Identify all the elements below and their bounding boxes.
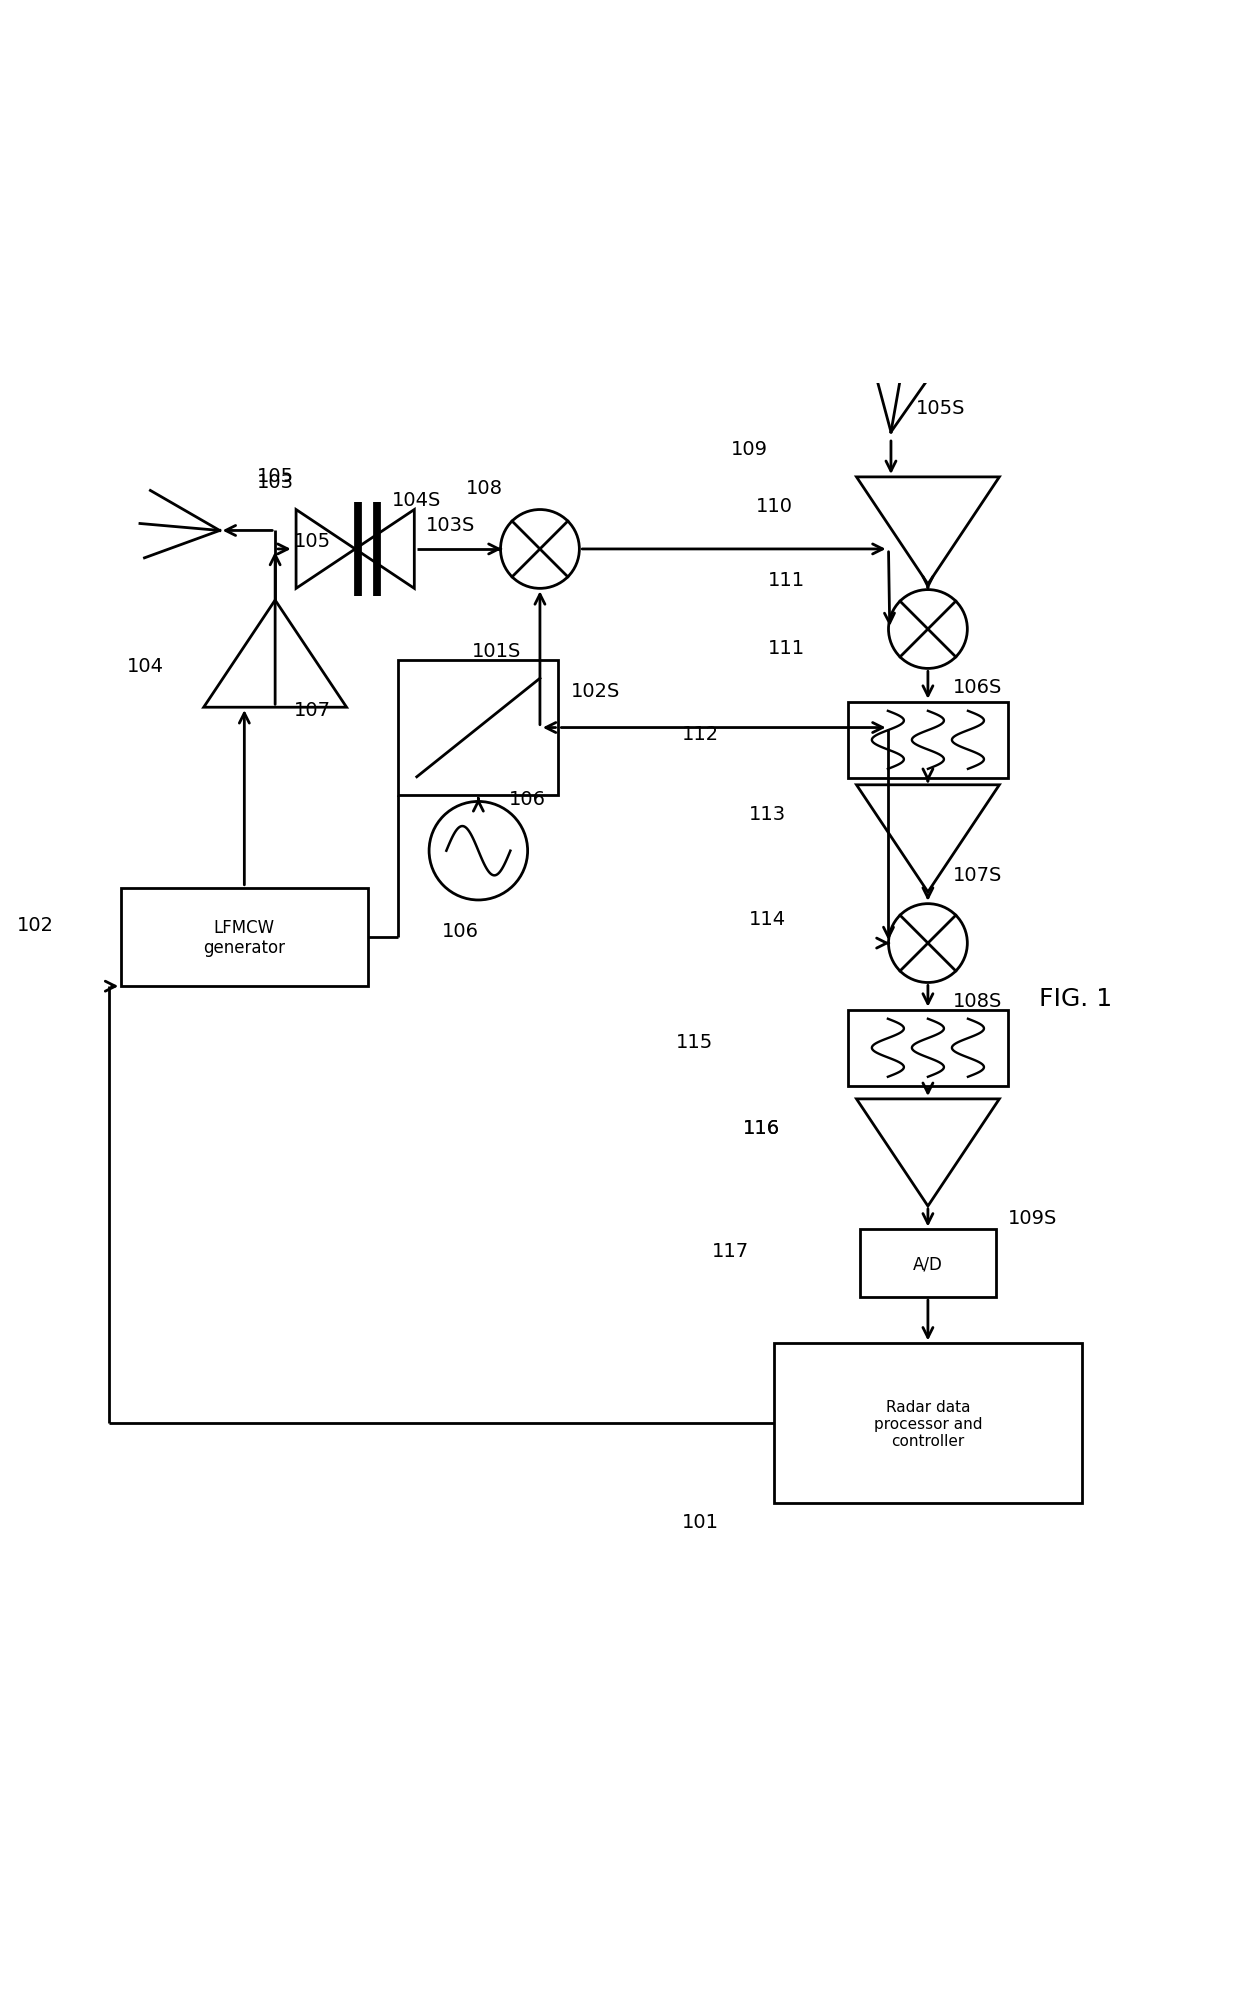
Text: 104S: 104S: [392, 492, 441, 509]
Bar: [848, 1011, 1008, 1087]
Text: Radar data
processor and
controller: Radar data processor and controller: [874, 1399, 982, 1449]
Text: 111: 111: [768, 571, 805, 589]
Text: 112: 112: [682, 725, 719, 743]
Text: 114: 114: [749, 909, 786, 929]
Text: 108S: 108S: [952, 991, 1002, 1011]
Text: 105: 105: [294, 531, 331, 551]
Text: 106S: 106S: [952, 677, 1002, 697]
Bar: [848, 703, 1008, 779]
Text: 101: 101: [682, 1512, 719, 1532]
Text: FIG. 1: FIG. 1: [1039, 987, 1112, 1011]
Text: 106: 106: [441, 921, 479, 941]
Text: 110: 110: [755, 498, 792, 515]
Text: 104: 104: [128, 657, 165, 675]
Bar: [774, 1345, 1081, 1504]
Text: 102S: 102S: [570, 681, 620, 701]
Text: 117: 117: [712, 1243, 749, 1261]
Text: 105S: 105S: [915, 398, 965, 418]
Text: 107S: 107S: [952, 865, 1002, 885]
Text: 116: 116: [743, 1119, 780, 1137]
Text: 108: 108: [466, 480, 503, 498]
Text: 115: 115: [676, 1033, 713, 1051]
Text: 109: 109: [730, 440, 768, 458]
Bar: [122, 889, 367, 987]
Text: A/D: A/D: [913, 1255, 942, 1273]
Text: 101S: 101S: [472, 641, 522, 661]
Text: 111: 111: [768, 639, 805, 657]
Text: 107: 107: [294, 699, 331, 719]
Text: 103: 103: [257, 472, 294, 492]
Text: 109S: 109S: [1008, 1209, 1058, 1227]
Text: 106: 106: [510, 789, 546, 809]
Text: LFMCW
generator: LFMCW generator: [203, 917, 285, 957]
Text: 113: 113: [749, 805, 786, 823]
Bar: [861, 1231, 996, 1297]
Bar: [398, 661, 558, 795]
Text: 105: 105: [257, 466, 294, 486]
Text: 102: 102: [16, 915, 53, 935]
Text: 116: 116: [743, 1119, 780, 1137]
Text: 103S: 103S: [425, 515, 475, 535]
